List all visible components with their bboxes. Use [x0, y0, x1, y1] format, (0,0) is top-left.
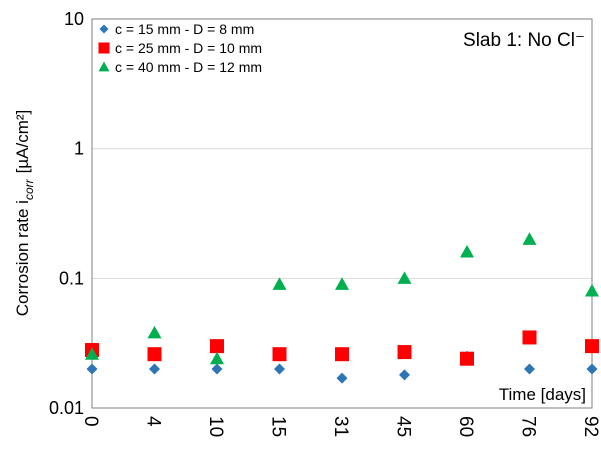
triangle-marker [98, 61, 110, 72]
x-tick-label: 10 [205, 416, 226, 437]
y-axis-label-main: Corrosion rate i [13, 200, 32, 316]
x-axis-label: Time [days] [499, 385, 586, 404]
y-axis-tick-labels: 0.01 0.1 1 10 [49, 9, 84, 418]
square-marker [522, 330, 537, 345]
diamond-marker [274, 363, 285, 375]
triangle-marker [335, 277, 349, 290]
triangle-marker [522, 232, 537, 245]
triangle-marker [85, 347, 99, 360]
diamond-marker [86, 363, 98, 375]
x-tick-label: 15 [268, 416, 289, 437]
diamond-marker [149, 363, 160, 375]
x-axis-tick-labels: 0 4 10 15 31 45 60 76 92 [80, 416, 601, 437]
legend: c = 15 mm - D = 8 mm c = 25 mm - D = 10 m… [98, 21, 262, 75]
square-marker [210, 339, 224, 354]
diamond-marker [586, 363, 598, 375]
square-marker [98, 42, 110, 54]
x-axis-label-background [456, 377, 590, 406]
x-tick-label: 0 [80, 416, 101, 427]
legend-entry-label: c = 25 mm - D = 10 mm [115, 40, 262, 56]
x-tick-label: 76 [518, 416, 539, 437]
square-marker [585, 339, 599, 354]
x-tick-label: 92 [580, 416, 601, 437]
square-marker [147, 347, 162, 362]
triangle-marker [397, 271, 412, 284]
y-tick-label: 0.01 [49, 398, 84, 418]
data-markers [85, 232, 599, 384]
x-tick-label: 45 [393, 416, 414, 437]
triangle-marker [585, 283, 599, 297]
square-marker [272, 347, 287, 362]
x-tick-label: 60 [455, 416, 476, 437]
diamond-marker [336, 372, 348, 384]
triangle-marker [272, 277, 287, 290]
x-tick-label: 4 [143, 416, 164, 427]
diamond-marker [524, 363, 535, 375]
slab-annotation: Slab 1: No Cl⁻ [463, 30, 585, 51]
y-tick-label: 1 [74, 139, 84, 159]
triangle-marker [460, 244, 474, 258]
plot-area-frame [91, 18, 593, 409]
legend-entry-label: c = 40 mm - D = 12 mm [115, 59, 262, 75]
diamond-marker [99, 24, 109, 34]
diamond-marker [399, 369, 410, 381]
square-marker [460, 351, 474, 366]
legend-entry-label: c = 15 mm - D = 8 mm [115, 21, 254, 37]
triangle-marker [147, 325, 162, 339]
x-tick-label: 31 [330, 416, 351, 437]
y-axis-label: Corrosion rate icorr [µA/cm²] [13, 110, 36, 317]
triangle-marker [210, 351, 224, 365]
y-tick-label: 0.1 [59, 268, 84, 288]
square-marker [397, 345, 412, 360]
y-axis-label-sub: corr [22, 178, 36, 200]
y-tick-label: 10 [64, 9, 84, 29]
square-marker [335, 347, 349, 362]
y-axis-label-unit: [µA/cm²] [13, 110, 32, 174]
gridlines [92, 148, 592, 279]
diamond-marker [211, 363, 223, 375]
